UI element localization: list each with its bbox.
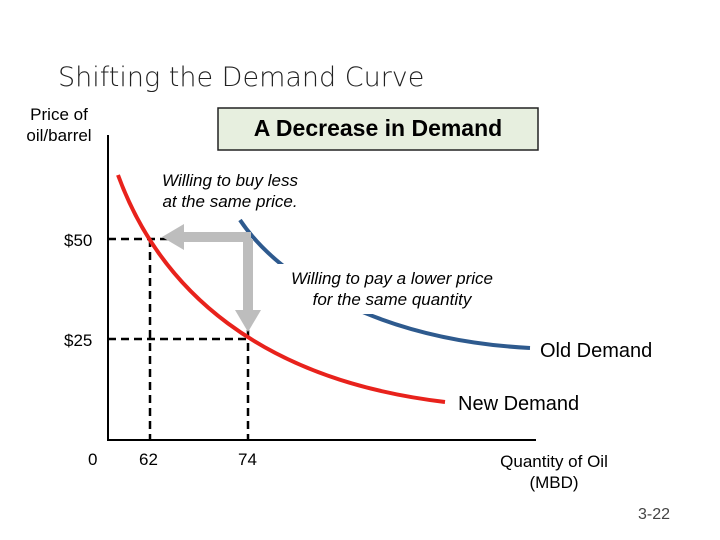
annotation-bg: [268, 264, 518, 314]
annotation-line: for the same quantity: [312, 290, 472, 309]
annotation-line: Willing to pay a lower price: [290, 269, 494, 288]
annotation-line: at the same price.: [162, 192, 298, 211]
label-line: Price of: [30, 105, 88, 124]
label-line: oil/barrel: [26, 126, 92, 145]
arrow: [243, 239, 253, 314]
annotation-bg: [145, 168, 317, 214]
label-line: Quantity of Oil: [500, 452, 608, 471]
label-line: (MBD): [529, 473, 579, 492]
x-axis-label: Quantity of Oil (MBD): [474, 451, 634, 493]
arrow: [180, 232, 251, 242]
arrow-head: [162, 224, 184, 250]
x-tick-label: 0: [88, 450, 98, 469]
slide-number: 3-22: [638, 506, 671, 523]
y-tick-label: $50: [64, 231, 93, 250]
annotation: Willing to pay a lower price for the sam…: [262, 268, 522, 310]
banner-box: [217, 107, 539, 151]
curve-label: Old Demand: [540, 340, 653, 362]
new-demand-curve: [116, 174, 446, 404]
slide-title: Shifting the Demand Curve: [58, 62, 425, 93]
x-tick-label: 74: [238, 450, 257, 469]
x-tick-label: 62: [139, 450, 158, 469]
curve-label: New Demand: [458, 393, 580, 415]
y-axis-label: Price of oil/barrel: [14, 104, 104, 146]
banner: A Decrease in Demand: [253, 115, 503, 141]
annotation-line: Willing to buy less: [162, 171, 298, 190]
annotation: Willing to buy less at the same price.: [140, 170, 320, 212]
y-tick-label: $25: [64, 331, 93, 350]
arrow-head: [235, 310, 261, 332]
